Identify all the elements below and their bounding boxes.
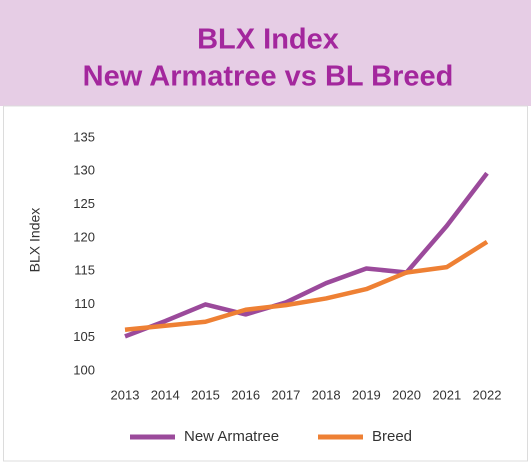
series-line: [124, 239, 489, 332]
y-tick-label: 120: [73, 229, 95, 244]
y-tick-label: 130: [73, 163, 95, 178]
x-tick-label: 2017: [271, 387, 300, 402]
chart-frame: [3, 105, 528, 462]
y-tick-label: 110: [74, 296, 95, 311]
x-tick-label: 2019: [352, 387, 381, 402]
chart-title: BLX Index: [197, 24, 339, 56]
x-tick-label: 2020: [392, 387, 421, 402]
y-tick-label: 105: [73, 329, 95, 344]
y-axis-label: BLX Index: [27, 208, 43, 273]
legend-label: Breed: [372, 428, 412, 445]
chart-title: New Armatree vs BL Breed: [83, 61, 454, 93]
x-tick-label: 2016: [231, 387, 260, 402]
y-tick-label: 135: [73, 129, 95, 144]
header-band: [0, 0, 531, 106]
series-line: [124, 171, 489, 339]
y-tick-label: 100: [73, 362, 95, 377]
x-tick-label: 2021: [432, 387, 461, 402]
legend-label: New Armatree: [184, 428, 279, 445]
x-tick-label: 2014: [151, 387, 180, 402]
y-tick-label: 115: [74, 263, 95, 278]
x-tick-label: 2015: [191, 387, 220, 402]
x-tick-label: 2013: [111, 387, 140, 402]
x-tick-label: 2018: [312, 387, 341, 402]
x-tick-label: 2022: [473, 387, 502, 402]
y-tick-label: 125: [73, 196, 95, 211]
